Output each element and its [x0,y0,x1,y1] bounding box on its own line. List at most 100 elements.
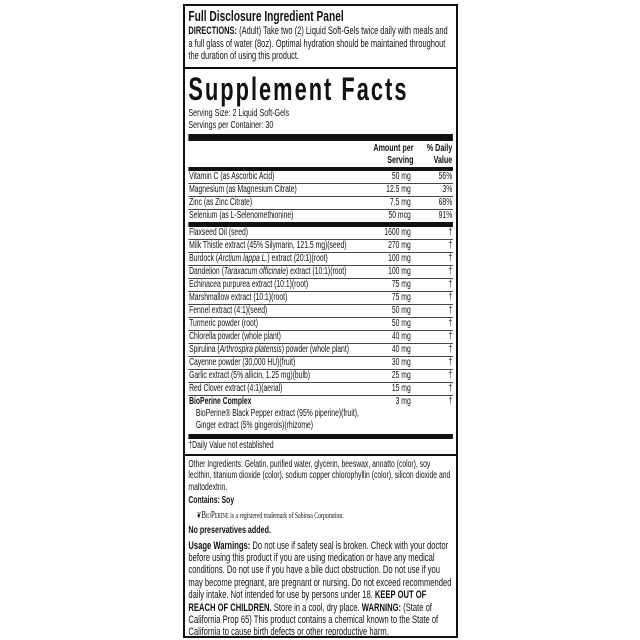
table-row: Flaxseed Oil (seed) 1600 mg † [188,226,453,240]
bioperine-logo: BioPerine [201,510,229,521]
daily-value: † [418,369,453,383]
table-row: Garlic extract (5% allicin, 1.25 mg)(bul… [188,369,453,383]
directions-text: (Adult) Take two (2) Liquid Soft-Gels tw… [188,25,448,62]
complex-sub: Ginger extract (5% gingerols)(rhizome) [195,419,314,431]
complex-name: BioPerine Complex [189,395,252,407]
leaf-icon: ❦ [196,510,202,520]
ingredient-name: Red Clover extract (4:1)(aerial) [188,382,363,396]
nutrients-table: Vitamin C (as Ascorbic Acid) 50 mg 56% Ma… [188,170,453,222]
daily-value: 3% [418,183,453,197]
divider-bar [188,221,453,227]
directions-section: Full Disclosure Ingredient Panel DIRECTI… [185,6,456,69]
keep-label: KEEP OUT OF REACH OF CHILDREN. [188,589,427,614]
amount: 1600 mg [362,226,419,240]
table-row: Fennel extract (4:1)(seed) 50 mg † [188,304,453,318]
prop65-label: WARNING: [361,601,402,614]
no-preservatives: No preservatives added. [188,524,271,536]
ingredient-name: Selenium (as L-Selenomethionine) [189,209,294,221]
amount: 25 mg [362,369,419,383]
table-row: Burdock (Arctium lappa L.) extract (20:1… [188,252,453,266]
daily-value: † [418,356,453,370]
table-row: Cayenne powder (30,000 HU)(fruit) 30 mg … [188,356,453,370]
daily-value: † [418,252,453,266]
ingredient-name: Zinc (as Zinc Citrate) [188,196,363,210]
amount: 50 mg [362,304,419,318]
amount: 40 mg [362,330,419,344]
daily-value: † [418,317,453,331]
supplement-facts: Supplement Facts Serving Size: 2 Liquid … [185,69,456,456]
ingredient-name: Fennel extract (4:1)(seed) [188,304,363,318]
directions-label: DIRECTIONS: [188,25,238,37]
ingredient-name: Garlic extract (5% allicin, 1.25 mg)(bul… [188,369,363,383]
ingredient-name: Magnesium (as Magnesium Citrate) [188,183,363,197]
amount: 75 mg [362,291,419,305]
ingredient-name: Cayenne powder (30,000 HU)(fruit) [188,356,363,370]
table-row: Selenium (as L-Selenomethionine) 50 mcg … [188,209,453,222]
divider-bar [188,433,453,439]
ingredient-name: Echinacea purpurea extract (10:1)(root) [188,278,363,292]
other-ingredients: Other Ingredients: Gelatin, purified wat… [188,458,451,493]
daily-value: † [418,304,453,318]
amount: 50 mg [362,170,419,184]
ingredient-name: Flaxseed Oil (seed) [188,226,363,240]
ingredient-name: Turmeric powder (root) [188,317,363,331]
header-table: Amount per Serving % Daily Value [188,141,453,167]
lower-section: Other Ingredients: Gelatin, purified wat… [185,456,456,638]
daily-value: † [418,382,453,396]
warnings: Usage Warnings: Do not use if safety sea… [188,539,453,638]
table-row: Zinc (as Zinc Citrate) 7.5 mg 68% [188,196,453,210]
amount: 75 mg [362,278,419,292]
complex-table: BioPerine Complex BioPerine® Black Peppe… [188,396,453,432]
amount: 100 mg [362,252,419,266]
ingredient-name: Chlorella powder (whole plant) [188,330,363,344]
daily-value: † [418,278,453,292]
daily-value: 56% [418,170,453,184]
table-row: Echinacea purpurea extract (10:1)(root) … [188,278,453,292]
amount: 12.5 mg [362,183,419,197]
table-row: Spirulina (Arthrospira platensis) powder… [188,343,453,357]
table-row: Dandelion (Taraxacum officinale) extract… [188,265,453,279]
daily-value: † [418,330,453,344]
footnote: †Daily Value not established [188,439,274,451]
directions: DIRECTIONS: (Adult) Take two (2) Liquid … [188,25,453,63]
amount: 40 mg [362,343,419,357]
ingredient-panel: Full Disclosure Ingredient Panel DIRECTI… [183,4,458,638]
table-row: Marshmallow extract (10:1)(root) 75 mg † [188,291,453,305]
ingredient-name: Milk Thistle extract (45% Silymarin, 121… [188,239,363,253]
amount: 270 mg [362,239,419,253]
trademark-note: ❦BioPerine is a registered trademark of … [197,509,453,522]
table-row: Chlorella powder (whole plant) 40 mg † [188,330,453,344]
ingredient-name: Dandelion (Taraxacum officinale) extract… [188,265,363,279]
table-row: Turmeric powder (root) 50 mg † [188,317,453,331]
daily-value: † [448,395,453,407]
usage-text: Do not use if safety seal is broken. Che… [188,539,452,602]
amount: 30 mg [362,356,419,370]
serving-size: Serving Size: 2 Liquid Soft-Gels [188,106,290,119]
keep-text: Store in a cool, dry place. [271,601,360,614]
complex-sub: BioPerine® Black Pepper extract (95% pip… [195,407,359,419]
ingredient-name: Spirulina (Arthrospira platensis) powder… [188,343,363,357]
servings-per-container: Servings per Container: 30 [188,119,274,131]
facts-title: Supplement Facts [188,70,409,107]
daily-value: † [418,343,453,357]
daily-value: † [418,265,453,279]
amount: 50 mcg [388,209,411,221]
daily-value: 68% [418,196,453,210]
ingredients-table: Flaxseed Oil (seed) 1600 mg † Milk Thistl… [188,226,453,396]
table-row: Magnesium (as Magnesium Citrate) 12.5 mg… [188,183,453,197]
dv-header: % Daily Value [426,141,453,166]
table-row: Red Clover extract (4:1)(aerial) 15 mg † [188,382,453,396]
usage-label: Usage Warnings: [188,539,251,552]
daily-value: 91% [438,209,453,221]
contains-allergen: Contains: Soy [188,495,235,506]
divider-bar [188,166,453,171]
amount: 15 mg [362,382,419,396]
amount-header: Amount per Serving [373,141,414,166]
amount: 3 mg [395,395,411,407]
ingredient-name: Burdock (Arctium lappa L.) extract (20:1… [188,252,363,266]
divider-bar [188,133,453,141]
daily-value: † [418,239,453,253]
daily-value: † [418,291,453,305]
prop65-text: (State of California Prop 65) This produ… [188,601,439,638]
table-row: Milk Thistle extract (45% Silymarin, 121… [188,239,453,253]
